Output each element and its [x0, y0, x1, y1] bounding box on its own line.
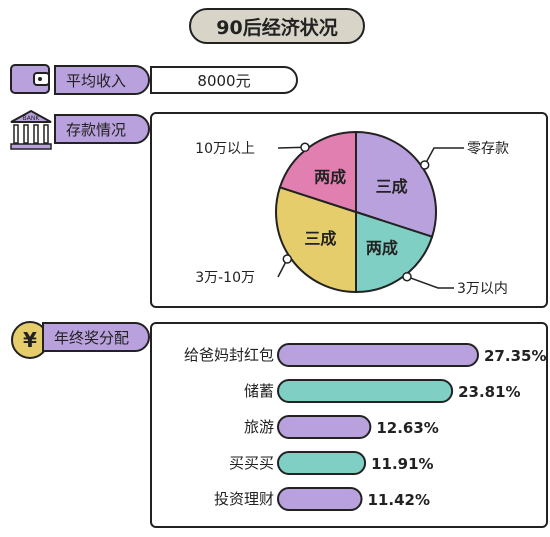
bar-value-label: 27.35% — [484, 347, 546, 365]
pie-callout-dot — [282, 254, 293, 264]
pie-slice-label: 三成 — [376, 177, 408, 196]
pie-category-label: 3万以内 — [457, 281, 508, 297]
bar-value-label: 12.63% — [376, 419, 438, 437]
yen-symbol: ¥ — [23, 328, 37, 352]
bank-icon-text: BANK — [23, 115, 41, 122]
pie-callout-dot — [300, 142, 310, 153]
bar-5 — [277, 487, 363, 511]
pie-callout-line — [406, 276, 454, 289]
bar-category-label: 给爸妈封红包 — [184, 346, 274, 364]
pie-slice-label: 两成 — [366, 239, 398, 258]
bar-1 — [277, 343, 479, 367]
bar-category-label: 旅游 — [244, 418, 274, 436]
pie-slice-label: 两成 — [314, 167, 346, 186]
savings-panel: 三成 零存款两成 3万以内 三成 3万-10万 两成 10万以上 — [150, 112, 548, 308]
pie-callout-dot — [419, 160, 430, 170]
bonus-bar-chart: 给爸妈封红包 27.35% 储蓄 23.81% 旅游 12.63% 买买买 11.91% 投资理… — [184, 343, 546, 511]
pie-callout-dot — [402, 271, 412, 282]
pie-category-label: 3万-10万 — [195, 270, 255, 286]
bonus-panel: 给爸妈封红包 27.35% 储蓄 23.81% 旅游 12.63% 买买买 11.91% 投资理… — [150, 322, 548, 528]
pie-slice-label: 三成 — [304, 229, 336, 248]
wallet-icon — [8, 60, 52, 98]
savings-label: 存款情况 — [54, 114, 150, 144]
pie-category-label: 零存款 — [467, 141, 509, 157]
bar-3 — [277, 415, 372, 439]
pie-category-label: 10万以上 — [195, 141, 255, 157]
page-title: 90后经济状况 — [189, 8, 365, 44]
bar-category-label: 储蓄 — [244, 382, 274, 400]
bank-icon: BANK — [8, 108, 54, 154]
income-value: 8000元 — [150, 66, 298, 94]
bar-value-label: 11.42% — [368, 491, 430, 509]
bonus-label: 年终奖分配 — [42, 322, 150, 352]
bar-4 — [277, 451, 367, 475]
pie-callout-line — [424, 147, 464, 166]
bar-value-label: 11.91% — [371, 455, 433, 473]
bar-value-label: 23.81% — [458, 383, 520, 401]
bar-category-label: 买买买 — [229, 454, 274, 472]
bar-2 — [277, 379, 454, 403]
bar-category-label: 投资理财 — [214, 490, 274, 508]
income-label: 平均收入 — [54, 65, 150, 95]
